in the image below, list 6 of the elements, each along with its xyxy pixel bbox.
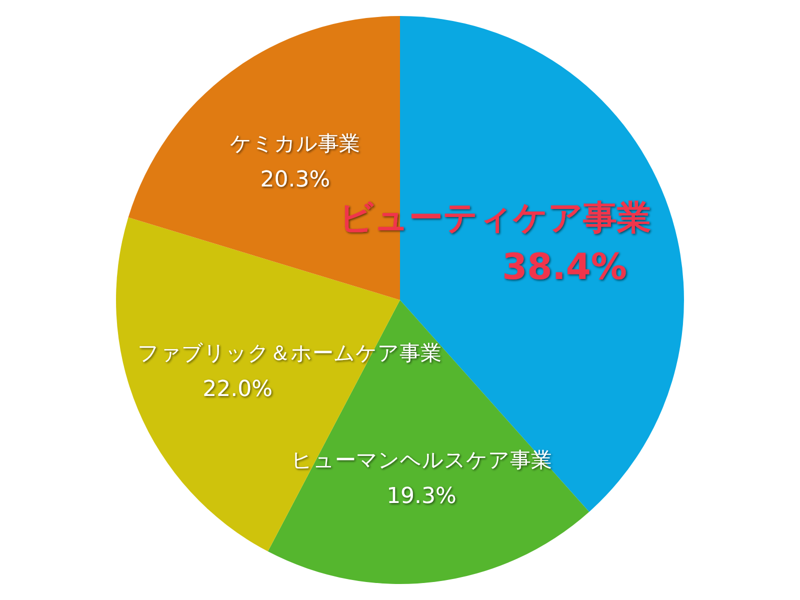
- data-label: 20.3%: [260, 168, 330, 193]
- slice-label: ケミカル事業: [230, 132, 360, 156]
- data-label: 19.3%: [386, 484, 456, 509]
- slice-label: ファブリック＆ホームケア事業: [138, 340, 442, 365]
- data-label: 38.4%: [502, 247, 627, 288]
- data-label: 22.0%: [202, 376, 272, 402]
